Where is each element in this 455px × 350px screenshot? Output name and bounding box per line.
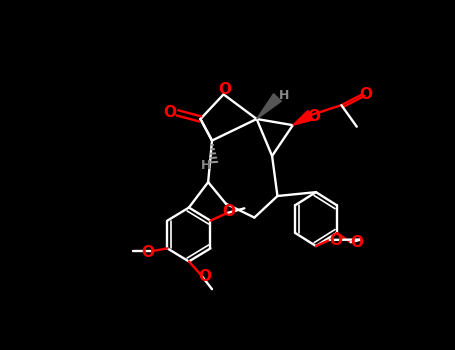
Text: O: O	[329, 233, 343, 248]
Text: H: H	[279, 89, 289, 101]
Text: O: O	[163, 105, 176, 120]
Polygon shape	[257, 94, 281, 119]
Text: O: O	[222, 204, 235, 219]
Text: O: O	[198, 270, 211, 284]
Text: O: O	[218, 82, 232, 97]
Text: H: H	[201, 159, 211, 172]
Polygon shape	[293, 111, 313, 125]
Text: O: O	[350, 236, 363, 251]
Text: O: O	[359, 87, 373, 102]
Text: O: O	[141, 245, 154, 260]
Text: O: O	[307, 109, 320, 124]
